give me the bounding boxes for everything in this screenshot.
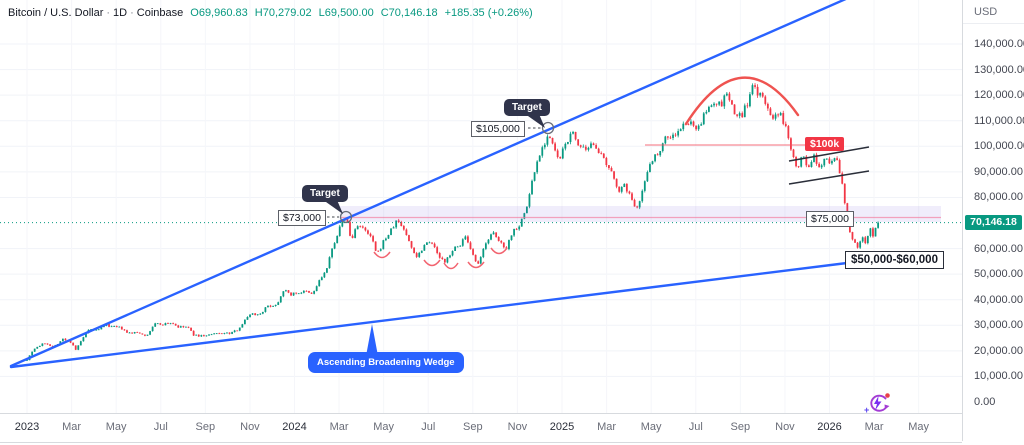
time-tick: Nov — [240, 421, 260, 433]
time-tick: Jul — [153, 421, 168, 433]
target2-bubble[interactable]: Target — [504, 99, 550, 116]
smile-arc-3[interactable] — [443, 262, 459, 270]
price-tick: 30,000.00 — [974, 319, 1023, 332]
smile-arc-4[interactable] — [467, 261, 485, 269]
gridlines — [0, 43, 962, 377]
price-label-50k-60k[interactable]: $50,000-$60,000 — [845, 251, 944, 269]
wedge-label-tail — [366, 324, 378, 356]
price-tick: 120,000.00 — [974, 89, 1024, 102]
price-tick: 140,000.00 — [974, 38, 1024, 51]
price-tick: 80,000.00 — [974, 191, 1023, 204]
rounded-top-arc[interactable] — [684, 76, 800, 126]
time-axis[interactable]: 2023 Mar May Jul Sep Nov 2024 Mar May Jul Sep Nov 20… — [0, 413, 962, 443]
smile-arc-2[interactable] — [423, 259, 441, 267]
price-label-105k[interactable]: $105,000 — [471, 121, 525, 137]
price-label-75k[interactable]: $75,000 — [806, 211, 854, 227]
symbol-header[interactable]: Bitcoin / U.S. Dollar · 1D · Coinbase O69,960… — [8, 7, 533, 19]
svg-text:+: + — [864, 405, 869, 415]
price-tick: 110,000.00 — [974, 114, 1024, 127]
price-label-100k[interactable]: $100k — [805, 137, 845, 151]
time-tick: May — [640, 421, 662, 433]
ohlc-close: C70,146.18 — [380, 7, 438, 19]
time-tick: 2023 — [14, 421, 40, 433]
exchange[interactable]: Coinbase — [136, 7, 184, 19]
target1-bubble[interactable]: Target — [302, 185, 348, 202]
price-tick: 60,000.00 — [974, 242, 1023, 255]
wedge-pattern-label[interactable]: Ascending Broadening Wedge — [308, 352, 464, 373]
price-tick: 20,000.00 — [974, 344, 1023, 357]
price-tick: 10,000.00 — [974, 370, 1023, 383]
trendline-upper[interactable] — [9, 0, 848, 368]
flag-channel-upper[interactable] — [788, 146, 870, 162]
time-tick: Sep — [463, 421, 483, 433]
price-tick: 0.00 — [974, 396, 996, 408]
time-tick: 2026 — [817, 421, 842, 433]
target2-bubble-tail — [528, 114, 545, 128]
ohlc-open: O69,960.83 — [190, 7, 248, 19]
price-tick: 130,000.00 — [974, 63, 1024, 76]
touch-circle-73k[interactable] — [339, 210, 353, 224]
interval[interactable]: 1D — [113, 7, 128, 19]
time-tick: May — [908, 421, 930, 433]
time-tick: Nov — [775, 421, 795, 433]
time-tick: Mar — [62, 421, 82, 433]
time-tick: Sep — [730, 421, 751, 433]
target1-bubble-tail — [326, 200, 343, 214]
price-tick: 90,000.00 — [974, 165, 1023, 178]
touch-circle-105k[interactable] — [541, 121, 555, 135]
price-change: +185.35 (+0.26%) — [444, 7, 533, 19]
time-tick: Jul — [421, 421, 436, 433]
replay-flash-icon[interactable]: + — [864, 391, 892, 415]
ohlc-high: H70,279.02 — [254, 7, 312, 19]
chart-area[interactable]: Bitcoin / U.S. Dollar · 1D · Coinbase O69,960… — [0, 0, 962, 415]
time-tick: Mar — [864, 421, 884, 433]
time-tick: Jul — [688, 421, 703, 433]
price-tick: 40,000.00 — [974, 293, 1023, 306]
price-label-73k[interactable]: $73,000 — [278, 210, 326, 226]
currency-label[interactable]: USD — [963, 0, 1024, 24]
trendline-lower[interactable] — [9, 261, 849, 369]
smile-arc-1[interactable] — [373, 251, 391, 259]
time-tick: Mar — [597, 421, 617, 433]
price-tick: 50,000.00 — [974, 268, 1023, 281]
time-tick: May — [373, 421, 395, 433]
time-tick: 2024 — [282, 421, 307, 433]
time-tick: May — [105, 421, 127, 433]
drawings — [9, 0, 941, 369]
time-tick: 2025 — [549, 421, 575, 433]
flag-channel-lower[interactable] — [788, 170, 870, 185]
time-tick: Sep — [195, 421, 216, 433]
smile-arc-5[interactable] — [490, 247, 508, 255]
price-axis[interactable]: USD 140,000.00 130,000.00 120,000.00 110,00… — [962, 0, 1024, 441]
candlestick-series[interactable] — [26, 83, 879, 361]
price-chart[interactable] — [0, 0, 962, 413]
symbol-name[interactable]: Bitcoin / U.S. Dollar — [8, 7, 104, 19]
time-tick: Nov — [507, 421, 528, 433]
last-price-badge: 70,146.18 — [965, 215, 1022, 231]
time-tick: Mar — [329, 421, 349, 433]
ohlc-low: L69,500.00 — [318, 7, 374, 19]
price-tick: 100,000.00 — [974, 140, 1024, 153]
